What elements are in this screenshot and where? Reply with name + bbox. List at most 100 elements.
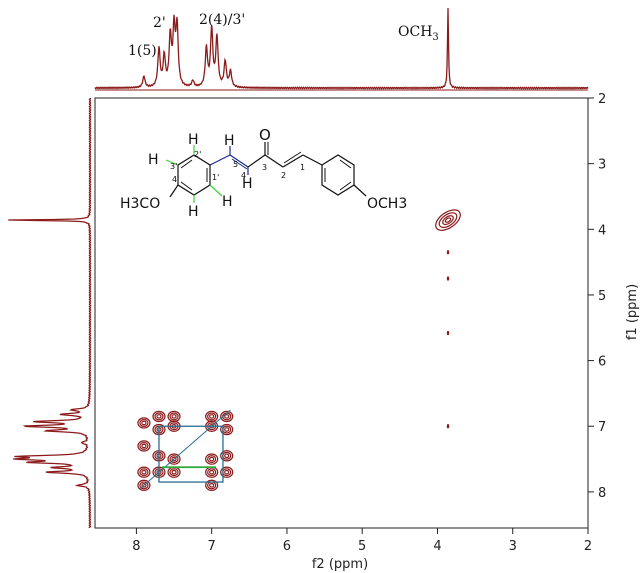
svg-text:1: 1 bbox=[300, 163, 305, 172]
cross-peak-contour bbox=[141, 420, 147, 426]
cross-peak-contour bbox=[209, 469, 215, 475]
y-tick-label: 2 bbox=[598, 92, 606, 107]
y-tick-label: 8 bbox=[598, 486, 606, 501]
cross-peak-contour bbox=[220, 466, 234, 478]
svg-text:5: 5 bbox=[233, 160, 238, 169]
y-axis: 2 3 4 5 6 7 8 bbox=[588, 92, 606, 501]
cross-peak-contour bbox=[209, 483, 215, 488]
noise-peak bbox=[446, 250, 450, 255]
cross-peak-contour bbox=[207, 412, 217, 421]
cross-peak-contour bbox=[171, 414, 177, 419]
y-tick-label: 6 bbox=[598, 355, 606, 370]
cross-peak-contour bbox=[209, 414, 215, 419]
peak-label-2-4-3-prime: 2(4)/3' bbox=[199, 12, 245, 28]
aromatic-h-3p: H bbox=[148, 152, 159, 168]
cross-peak-contour bbox=[222, 412, 232, 421]
cross-peak-contour bbox=[444, 217, 452, 223]
svg-text:3': 3' bbox=[170, 162, 177, 171]
cross-peak-contour bbox=[137, 466, 151, 478]
y-tick-label: 4 bbox=[598, 223, 606, 238]
cross-peak-contour bbox=[442, 215, 454, 226]
cross-peak-contour bbox=[222, 451, 232, 460]
peak-label-2-prime: 2' bbox=[153, 15, 166, 31]
left-ring bbox=[177, 154, 211, 196]
x-tick-label: 2 bbox=[584, 539, 592, 554]
right-methoxy: OCH3 bbox=[367, 196, 407, 212]
cross-peak-contour bbox=[220, 423, 234, 436]
x-tick-label: 6 bbox=[283, 539, 291, 554]
x-tick-label: 5 bbox=[358, 539, 366, 554]
cross-peak-contour bbox=[156, 414, 162, 419]
x-tick-label: 3 bbox=[509, 539, 517, 554]
svg-text:4: 4 bbox=[241, 171, 246, 180]
left-projection bbox=[8, 97, 92, 529]
peak-label-1-5: 1(5) bbox=[128, 43, 157, 59]
cross-peak-contour bbox=[137, 479, 151, 492]
aromatic-h-5p: H bbox=[188, 204, 199, 220]
cross-peak-contour bbox=[222, 468, 232, 477]
cross-peak-contour bbox=[207, 468, 217, 477]
x-axis: 8 7 6 5 4 3 2 bbox=[132, 528, 592, 554]
svg-text:2': 2' bbox=[194, 150, 201, 159]
vinyl-h-5: H bbox=[224, 133, 235, 149]
cross-peak-contour bbox=[438, 212, 458, 229]
cross-peak-contour bbox=[222, 425, 232, 434]
svg-text:4': 4' bbox=[172, 175, 179, 184]
plot-frame bbox=[94, 97, 589, 529]
svg-text:3: 3 bbox=[262, 163, 267, 172]
aromatic-h-6p: H bbox=[222, 194, 233, 210]
x-tick-label: 4 bbox=[433, 539, 441, 554]
x-axis-title: f2 (ppm) bbox=[312, 557, 368, 572]
cross-peak-contour bbox=[152, 410, 166, 423]
cross-peak-contour bbox=[141, 483, 147, 488]
cross-peak-contour bbox=[207, 481, 217, 490]
svg-text:2: 2 bbox=[281, 171, 286, 180]
top-projection-trace bbox=[94, 8, 589, 90]
left-methoxy: H3CO bbox=[120, 196, 160, 212]
y-axis-title: f1 (ppm) bbox=[625, 284, 640, 340]
cross-peak-contour bbox=[220, 450, 234, 462]
svg-text:1': 1' bbox=[212, 173, 219, 182]
cross-peak-contour bbox=[167, 453, 181, 465]
cross-peak-contour bbox=[171, 456, 177, 462]
y-tick-label: 3 bbox=[598, 158, 606, 173]
cross-peak-contour bbox=[224, 469, 230, 475]
cross-peak-contour bbox=[139, 441, 149, 450]
noise-peak bbox=[446, 330, 450, 336]
y-tick-label: 5 bbox=[598, 289, 606, 304]
top-projection: 1(5) 2' 2(4)/3' OCH3 bbox=[94, 8, 589, 91]
cross-peak-contour bbox=[207, 455, 217, 464]
cross-peak-contour bbox=[154, 412, 164, 421]
cross-peak-contour bbox=[220, 410, 234, 423]
cross-peak-contour bbox=[205, 479, 219, 492]
noise-peak bbox=[446, 424, 450, 429]
cross-peak-contour bbox=[141, 443, 147, 449]
diagonal-line bbox=[139, 409, 231, 489]
cross-peak-contour bbox=[171, 469, 177, 475]
cross-peak-contour bbox=[169, 455, 179, 464]
peak-label-och3: OCH3 bbox=[398, 24, 439, 43]
carbonyl-o: O bbox=[259, 126, 271, 144]
left-projection-trace bbox=[8, 97, 92, 529]
noise-peak bbox=[446, 276, 450, 281]
cross-peaks bbox=[137, 209, 461, 492]
cross-peak-contour bbox=[169, 468, 179, 477]
cross-peak-contour bbox=[224, 453, 230, 459]
cross-peak-contour bbox=[139, 418, 149, 427]
cross-peak-contour bbox=[139, 481, 149, 490]
x-tick-label: 7 bbox=[208, 539, 216, 554]
y-tick-label: 7 bbox=[598, 420, 606, 435]
cross-peak-contour bbox=[209, 456, 215, 462]
aromatic-h-2p: H bbox=[188, 132, 199, 148]
assignment-box bbox=[162, 466, 217, 469]
cross-peak-contour bbox=[139, 468, 149, 477]
cross-peak-contour bbox=[137, 440, 151, 452]
cross-peak-contour bbox=[205, 453, 219, 465]
chemical-structure: H H H H 3' 2' 4' 1' H3CO H H 5 4 O 3 2 1 bbox=[120, 126, 407, 220]
vinyl-h-4: H bbox=[242, 176, 253, 192]
assignment-box bbox=[158, 425, 224, 483]
x-tick-label: 8 bbox=[132, 539, 140, 554]
cross-peak-contour bbox=[224, 427, 230, 432]
cross-peak-contour bbox=[435, 209, 461, 231]
